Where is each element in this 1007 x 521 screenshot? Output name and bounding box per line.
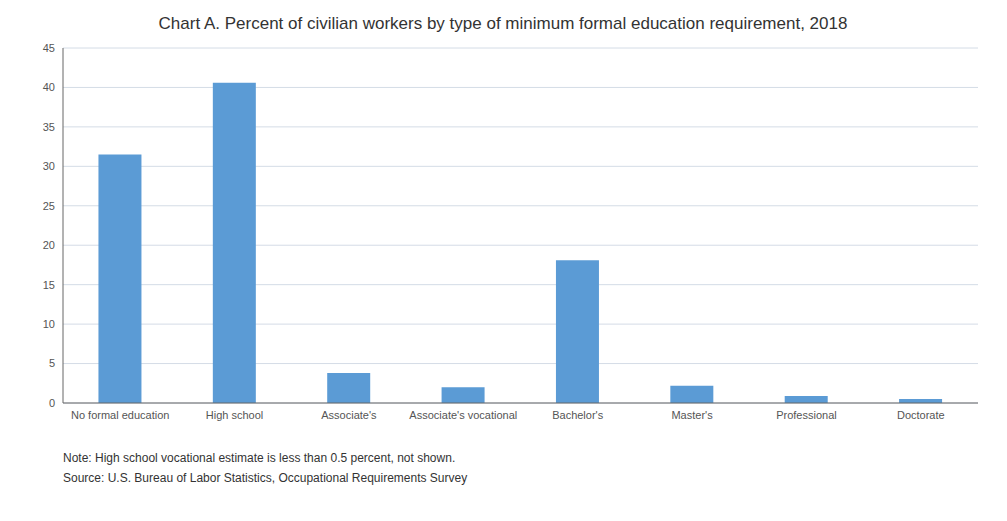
svg-text:10: 10 — [43, 318, 55, 330]
svg-text:Bachelor's: Bachelor's — [552, 409, 604, 421]
svg-text:Professional: Professional — [776, 409, 837, 421]
svg-text:20: 20 — [43, 239, 55, 251]
svg-text:Master's: Master's — [671, 409, 713, 421]
svg-text:30: 30 — [43, 160, 55, 172]
svg-text:40: 40 — [43, 81, 55, 93]
svg-text:35: 35 — [43, 121, 55, 133]
svg-text:25: 25 — [43, 200, 55, 212]
svg-text:15: 15 — [43, 279, 55, 291]
svg-text:Doctorate: Doctorate — [897, 409, 945, 421]
svg-text:45: 45 — [43, 42, 55, 54]
svg-text:High school: High school — [206, 409, 263, 421]
html-text:Source: U.S. Bureau of Labor S: Source: U.S. Bureau of Labor Statistics,… — [63, 471, 468, 485]
html-text:Chart A. Percent of civilian w: Chart A. Percent of civilian workers by … — [158, 14, 848, 33]
svg-text:No formal education: No formal education — [71, 409, 169, 421]
svg-text:0: 0 — [49, 397, 55, 409]
svg-text:Associate's: Associate's — [321, 409, 377, 421]
svg-text:Associate's vocational: Associate's vocational — [409, 409, 517, 421]
svg-text:5: 5 — [49, 357, 55, 369]
html-text:Note: High school vocational e: Note: High school vocational estimate is… — [63, 451, 456, 465]
